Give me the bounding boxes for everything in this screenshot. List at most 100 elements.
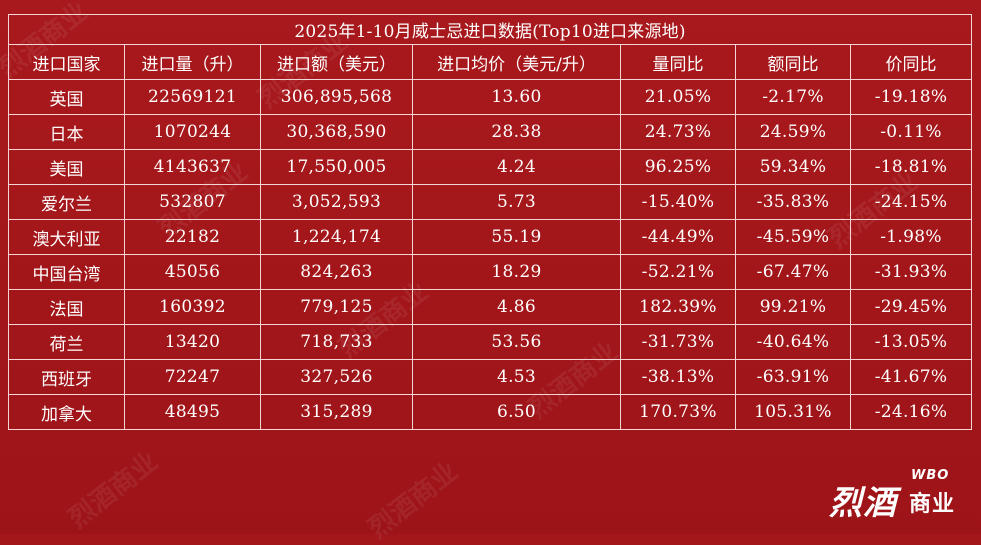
volume-yoy-cell: -15.40% xyxy=(620,184,736,220)
header-country: 进口国家 xyxy=(8,44,125,80)
value-yoy-cell: 24.59% xyxy=(735,114,851,150)
table-row: 澳大利亚 22182 1,224,174 55.19 -44.49% -45.59% -1.… xyxy=(8,219,973,255)
value-cell: 3,052,593 xyxy=(260,184,413,220)
price-yoy-cell: -31.93% xyxy=(849,254,973,290)
volume-cell: 160392 xyxy=(124,289,261,325)
volume-yoy-cell: -31.73% xyxy=(620,324,736,360)
avg-price-cell: 5.73 xyxy=(412,184,621,220)
volume-cell: 72247 xyxy=(124,359,261,395)
table-row: 荷兰 13420 718,733 53.56 -31.73% -40.64% -13.05% xyxy=(8,324,973,360)
volume-yoy-cell: -44.49% xyxy=(620,219,736,255)
price-yoy-cell: -13.05% xyxy=(849,324,973,360)
country-cell: 爱尔兰 xyxy=(8,184,125,220)
country-cell: 日本 xyxy=(8,114,125,150)
volume-cell: 13420 xyxy=(124,324,261,360)
country-cell: 法国 xyxy=(8,289,125,325)
value-yoy-cell: 59.34% xyxy=(735,149,851,185)
watermark: 烈酒商业 xyxy=(63,446,164,535)
volume-cell: 45056 xyxy=(124,254,261,290)
value-yoy-cell: -45.59% xyxy=(735,219,851,255)
price-yoy-cell: -18.81% xyxy=(849,149,973,185)
volume-cell: 4143637 xyxy=(124,149,261,185)
value-cell: 1,224,174 xyxy=(260,219,413,255)
value-cell: 779,125 xyxy=(260,289,413,325)
avg-price-cell: 4.86 xyxy=(412,289,621,325)
table-row: 日本 1070244 30,368,590 28.38 24.73% 24.59% -0.1… xyxy=(8,114,973,150)
header-volume-yoy: 量同比 xyxy=(620,44,736,80)
volume-yoy-cell: 24.73% xyxy=(620,114,736,150)
header-value: 进口额（美元） xyxy=(260,44,413,80)
volume-cell: 1070244 xyxy=(124,114,261,150)
avg-price-cell: 4.53 xyxy=(412,359,621,395)
brand-logo: 烈酒 WBO 商业 xyxy=(829,468,967,522)
table-row: 爱尔兰 532807 3,052,593 5.73 -15.40% -35.83% -24.… xyxy=(8,184,973,220)
volume-cell: 22182 xyxy=(124,219,261,255)
value-yoy-cell: -35.83% xyxy=(735,184,851,220)
header-volume: 进口量（升） xyxy=(124,44,261,80)
header-row: 进口国家 进口量（升） 进口额（美元） 进口均价（美元/升） 量同比 额同比 价同比 xyxy=(8,44,973,80)
volume-yoy-cell: 21.05% xyxy=(620,79,736,115)
avg-price-cell: 28.38 xyxy=(412,114,621,150)
price-yoy-cell: -19.18% xyxy=(849,79,973,115)
table-row: 中国台湾 45056 824,263 18.29 -52.21% -67.47% -31.9… xyxy=(8,254,973,290)
import-data-table-container: 2025年1-10月威士忌进口数据(Top10进口来源地) 进口国家 进口量（升）… xyxy=(7,14,973,430)
country-cell: 中国台湾 xyxy=(8,254,125,290)
table-row: 法国 160392 779,125 4.86 182.39% 99.21% -29.45% xyxy=(8,289,973,325)
brand-logo-main: 烈酒 xyxy=(829,483,897,522)
avg-price-cell: 53.56 xyxy=(412,324,621,360)
country-cell: 荷兰 xyxy=(8,324,125,360)
table-row: 英国 22569121 306,895,568 13.60 21.05% -2.17% -1… xyxy=(8,79,973,115)
import-data-table: 2025年1-10月威士忌进口数据(Top10进口来源地) 进口国家 进口量（升）… xyxy=(7,14,973,430)
table-row: 加拿大 48495 315,289 6.50 170.73% 105.31% -24.16% xyxy=(8,394,973,430)
avg-price-cell: 4.24 xyxy=(412,149,621,185)
price-yoy-cell: -1.98% xyxy=(849,219,973,255)
value-yoy-cell: 105.31% xyxy=(735,394,851,430)
value-yoy-cell: -63.91% xyxy=(735,359,851,395)
value-cell: 824,263 xyxy=(260,254,413,290)
title-row: 2025年1-10月威士忌进口数据(Top10进口来源地) xyxy=(7,14,973,45)
country-cell: 美国 xyxy=(8,149,125,185)
table-body: 英国 22569121 306,895,568 13.60 21.05% -2.17% -1… xyxy=(8,79,973,430)
value-cell: 306,895,568 xyxy=(260,79,413,115)
price-yoy-cell: -41.67% xyxy=(849,359,973,395)
header-price-yoy: 价同比 xyxy=(849,44,973,80)
value-cell: 17,550,005 xyxy=(260,149,413,185)
country-cell: 澳大利亚 xyxy=(8,219,125,255)
price-yoy-cell: -29.45% xyxy=(849,289,973,325)
table-title: 2025年1-10月威士忌进口数据(Top10进口来源地) xyxy=(7,14,973,45)
value-yoy-cell: -2.17% xyxy=(735,79,851,115)
avg-price-cell: 13.60 xyxy=(412,79,621,115)
price-yoy-cell: -24.15% xyxy=(849,184,973,220)
table-row: 西班牙 72247 327,526 4.53 -38.13% -63.91% -41.67% xyxy=(8,359,973,395)
volume-cell: 48495 xyxy=(124,394,261,430)
volume-yoy-cell: 170.73% xyxy=(620,394,736,430)
volume-yoy-cell: -38.13% xyxy=(620,359,736,395)
avg-price-cell: 55.19 xyxy=(412,219,621,255)
country-cell: 英国 xyxy=(8,79,125,115)
volume-cell: 22569121 xyxy=(124,79,261,115)
header-avg-price: 进口均价（美元/升） xyxy=(412,44,621,80)
value-cell: 30,368,590 xyxy=(260,114,413,150)
volume-yoy-cell: -52.21% xyxy=(620,254,736,290)
value-yoy-cell: -67.47% xyxy=(735,254,851,290)
country-cell: 西班牙 xyxy=(8,359,125,395)
avg-price-cell: 18.29 xyxy=(412,254,621,290)
volume-yoy-cell: 96.25% xyxy=(620,149,736,185)
volume-yoy-cell: 182.39% xyxy=(620,289,736,325)
price-yoy-cell: -0.11% xyxy=(849,114,973,150)
brand-logo-sub: 商业 xyxy=(909,492,956,517)
volume-cell: 532807 xyxy=(124,184,261,220)
avg-price-cell: 6.50 xyxy=(412,394,621,430)
value-cell: 315,289 xyxy=(260,394,413,430)
country-cell: 加拿大 xyxy=(8,394,125,430)
value-cell: 327,526 xyxy=(260,359,413,395)
brand-logo-latin: WBO xyxy=(911,468,950,483)
watermark: 烈酒商业 xyxy=(363,456,464,545)
price-yoy-cell: -24.16% xyxy=(849,394,973,430)
table-row: 美国 4143637 17,550,005 4.24 96.25% 59.34% -18.8… xyxy=(8,149,973,185)
value-yoy-cell: 99.21% xyxy=(735,289,851,325)
value-cell: 718,733 xyxy=(260,324,413,360)
header-value-yoy: 额同比 xyxy=(735,44,851,80)
value-yoy-cell: -40.64% xyxy=(735,324,851,360)
